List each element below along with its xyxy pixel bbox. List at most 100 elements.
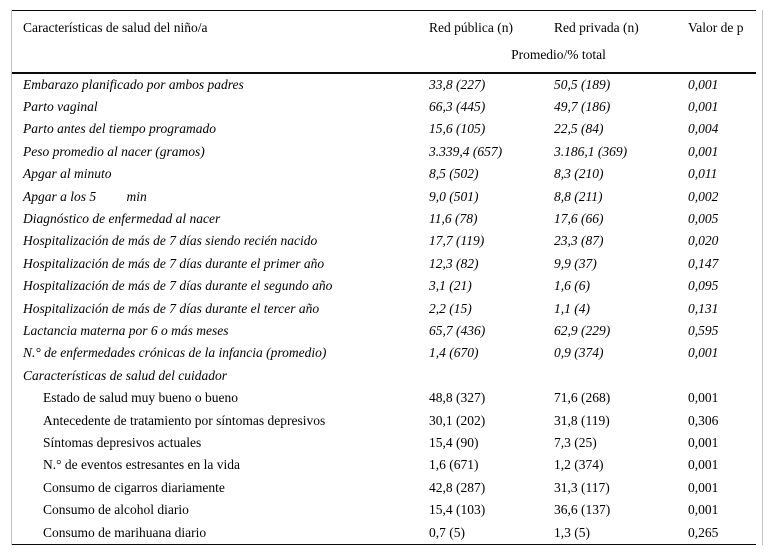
cell-red-publica: 12,3 (82) — [429, 255, 479, 271]
table-row: Embarazo planificado por ambos padres 33… — [12, 73, 756, 96]
cell-valor-p: 0,001 — [688, 143, 719, 159]
cell-red-publica: 33,8 (227) — [429, 76, 486, 92]
cell-valor-p: 0,265 — [688, 524, 719, 540]
cell-valor-p: 0,001 — [688, 502, 719, 518]
health-characteristics-table: Características de salud del niño/a Red … — [12, 10, 756, 545]
row-label: Antecedente de tratamiento por síntomas … — [43, 412, 326, 428]
row-label: N.° de eventos estresantes en la vida — [43, 457, 240, 473]
cell-red-publica: 3,1 (21) — [429, 278, 472, 294]
cell-valor-p: 0,002 — [688, 188, 719, 204]
col-header-red-privada: Red privada (n) — [554, 19, 639, 35]
cell-valor-p: 0,001 — [688, 479, 719, 495]
cell-valor-p: 0,001 — [688, 98, 719, 114]
cell-red-publica: 66,3 (445) — [429, 98, 486, 114]
cell-red-publica: 11,6 (78) — [429, 210, 478, 226]
table-row: Consumo de marihuana diario 0,7 (5) 1,3 … — [12, 522, 756, 545]
row-label: Parto antes del tiempo programado — [23, 121, 216, 137]
cell-red-publica: 15,4 (90) — [429, 435, 479, 450]
cell-red-publica: 9,0 (501) — [429, 188, 479, 204]
table-row: N.° de enfermedades crónicas de la infan… — [12, 342, 756, 364]
row-label: Peso promedio al nacer (gramos) — [23, 143, 205, 159]
row-label: Lactancia materna por 6 o más meses — [23, 322, 229, 338]
table-row: Características de salud del cuidador — [12, 365, 756, 387]
row-label: Consumo de cigarros diariamente — [43, 479, 225, 495]
cell-red-publica: 48,8 (327) — [429, 390, 486, 406]
table-row: Hospitalización de más de 7 días durante… — [12, 253, 756, 275]
row-label: Características de salud del cuidador — [23, 367, 227, 383]
table-row: Hospitalización de más de 7 días durante… — [12, 275, 756, 297]
cell-red-publica: 1,4 (670) — [429, 345, 479, 361]
table-row: Apgar a los 5 min 9,0 (501) 8,8 (211) 0,… — [12, 186, 756, 208]
table-body: Embarazo planificado por ambos padres 33… — [12, 73, 756, 545]
cell-red-privada: 8,3 (210) — [554, 166, 604, 182]
cell-red-privada: 31,3 (117) — [554, 479, 610, 495]
cell-red-privada: 9,9 (37) — [554, 255, 597, 271]
cell-red-publica: 15,6 (105) — [429, 121, 486, 137]
header-row: Características de salud del niño/a Red … — [12, 11, 756, 38]
table-row: Peso promedio al nacer (gramos) 3.339,4 … — [12, 141, 756, 163]
cell-red-privada: 1,2 (374) — [554, 457, 604, 473]
subheader-empty-right — [688, 38, 756, 73]
table-row: Consumo de alcohol diario 15,4 (103) 36,… — [12, 499, 756, 521]
cell-valor-p: 0,001 — [688, 345, 719, 361]
cell-valor-p: 0,011 — [688, 166, 718, 182]
cell-red-privada: 31,8 (119) — [554, 412, 610, 428]
cell-red-publica: 65,7 (436) — [429, 322, 486, 338]
cell-valor-p — [688, 365, 756, 387]
cell-red-publica: 15,4 (103) — [429, 502, 486, 518]
cell-red-privada: 1,3 (5) — [554, 524, 590, 540]
col-header-red-publica: Red pública (n) — [429, 19, 513, 35]
cell-valor-p: 0,001 — [688, 390, 719, 406]
row-label: N.° de enfermedades crónicas de la infan… — [23, 345, 327, 361]
table-frame: Características de salud del niño/a Red … — [11, 10, 763, 546]
table-row: Parto vaginal 66,3 (445) 49,7 (186) 0,00… — [12, 96, 756, 118]
cell-red-publica: 17,7 (119) — [429, 233, 485, 249]
cell-valor-p: 0,005 — [688, 210, 719, 226]
cell-red-publica — [429, 365, 554, 387]
cell-red-publica: 0,7 (5) — [429, 524, 465, 540]
row-label: Apgar al minuto — [23, 166, 112, 182]
row-label: Hospitalización de más de 7 días durante… — [23, 278, 333, 294]
cell-red-privada: 8,8 (211) — [554, 188, 603, 204]
cell-red-privada: 3.186,1 (369) — [554, 143, 628, 159]
row-label: Hospitalización de más de 7 días durante… — [23, 255, 325, 271]
cell-red-privada: 50,5 (189) — [554, 76, 611, 92]
cell-valor-p: 0,147 — [688, 255, 719, 271]
cell-red-privada: 0,9 (374) — [554, 345, 604, 361]
cell-red-publica: 30,1 (202) — [429, 412, 486, 428]
cell-red-publica: 8,5 (502) — [429, 166, 479, 182]
subheader-promedio-total: Promedio/% total — [511, 46, 606, 62]
row-label: Consumo de marihuana diario — [43, 524, 207, 540]
row-label: Apgar a los 5 min — [23, 188, 147, 204]
table-row: Lactancia materna por 6 o más meses 65,7… — [12, 320, 756, 342]
cell-valor-p: 0,020 — [688, 233, 719, 249]
cell-red-publica: 3.339,4 (657) — [429, 143, 503, 159]
cell-red-privada: 49,7 (186) — [554, 98, 611, 114]
subheader-empty-left — [12, 38, 429, 73]
table-row: Diagnóstico de enfermedad al nacer 11,6 … — [12, 208, 756, 230]
cell-valor-p: 0,595 — [688, 322, 719, 338]
cell-red-privada: 36,6 (137) — [554, 502, 611, 518]
table-row: Consumo de cigarros diariamente 42,8 (28… — [12, 477, 756, 499]
cell-valor-p: 0,004 — [688, 121, 719, 137]
table-row: Hospitalización de más de 7 días durante… — [12, 298, 756, 320]
cell-red-privada: 17,6 (66) — [554, 210, 604, 226]
cell-valor-p: 0,001 — [688, 457, 719, 473]
table-row: Estado de salud muy bueno o bueno 48,8 (… — [12, 387, 756, 409]
col-header-valor-p: Valor de p — [688, 19, 744, 35]
cell-valor-p: 0,001 — [688, 76, 719, 92]
cell-red-publica: 1,6 (671) — [429, 457, 479, 473]
cell-red-privada: 22,5 (84) — [554, 121, 604, 137]
table-row: Síntomas depresivos actuales 15,4 (90) 7… — [12, 432, 756, 454]
row-label: Estado de salud muy bueno o bueno — [43, 390, 238, 406]
row-label: Consumo de alcohol diario — [43, 502, 189, 518]
table-row: Antecedente de tratamiento por síntomas … — [12, 410, 756, 432]
table-row: Hospitalización de más de 7 días siendo … — [12, 230, 756, 252]
cell-valor-p: 0,001 — [688, 435, 719, 450]
row-label: Hospitalización de más de 7 días durante… — [23, 300, 320, 316]
table-row: Parto antes del tiempo programado 15,6 (… — [12, 118, 756, 140]
col-header-characteristics: Características de salud del niño/a — [23, 19, 208, 35]
cell-red-privada: 23,3 (87) — [554, 233, 604, 249]
subheader-row: Promedio/% total — [12, 38, 756, 73]
row-label: Embarazo planificado por ambos padres — [23, 76, 244, 92]
